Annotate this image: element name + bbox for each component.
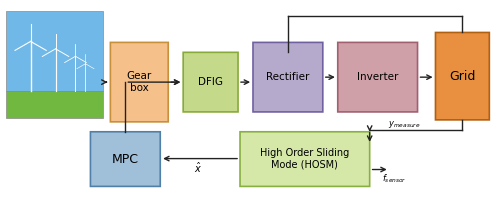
Bar [6, 11, 103, 91]
FancyBboxPatch shape [253, 42, 323, 112]
FancyBboxPatch shape [338, 42, 417, 112]
Text: Inverter: Inverter [357, 72, 399, 82]
FancyBboxPatch shape [110, 42, 168, 122]
FancyBboxPatch shape [240, 132, 370, 186]
Text: $y_{measure}$: $y_{measure}$ [388, 119, 420, 130]
FancyBboxPatch shape [436, 32, 490, 120]
Text: Grid: Grid [449, 70, 475, 83]
Text: Rectifier: Rectifier [266, 72, 310, 82]
Text: High Order Sliding
Mode (HOSM): High Order Sliding Mode (HOSM) [260, 148, 350, 170]
FancyBboxPatch shape [183, 52, 238, 112]
FancyBboxPatch shape [90, 132, 160, 186]
Text: Gear
box: Gear box [126, 71, 152, 93]
Bar [6, 91, 103, 118]
Text: DFIG: DFIG [198, 77, 223, 87]
Text: MPC: MPC [112, 153, 139, 166]
Text: $\hat{x}$: $\hat{x}$ [194, 160, 202, 175]
Text: $f_{sensor}$: $f_{sensor}$ [382, 172, 406, 185]
